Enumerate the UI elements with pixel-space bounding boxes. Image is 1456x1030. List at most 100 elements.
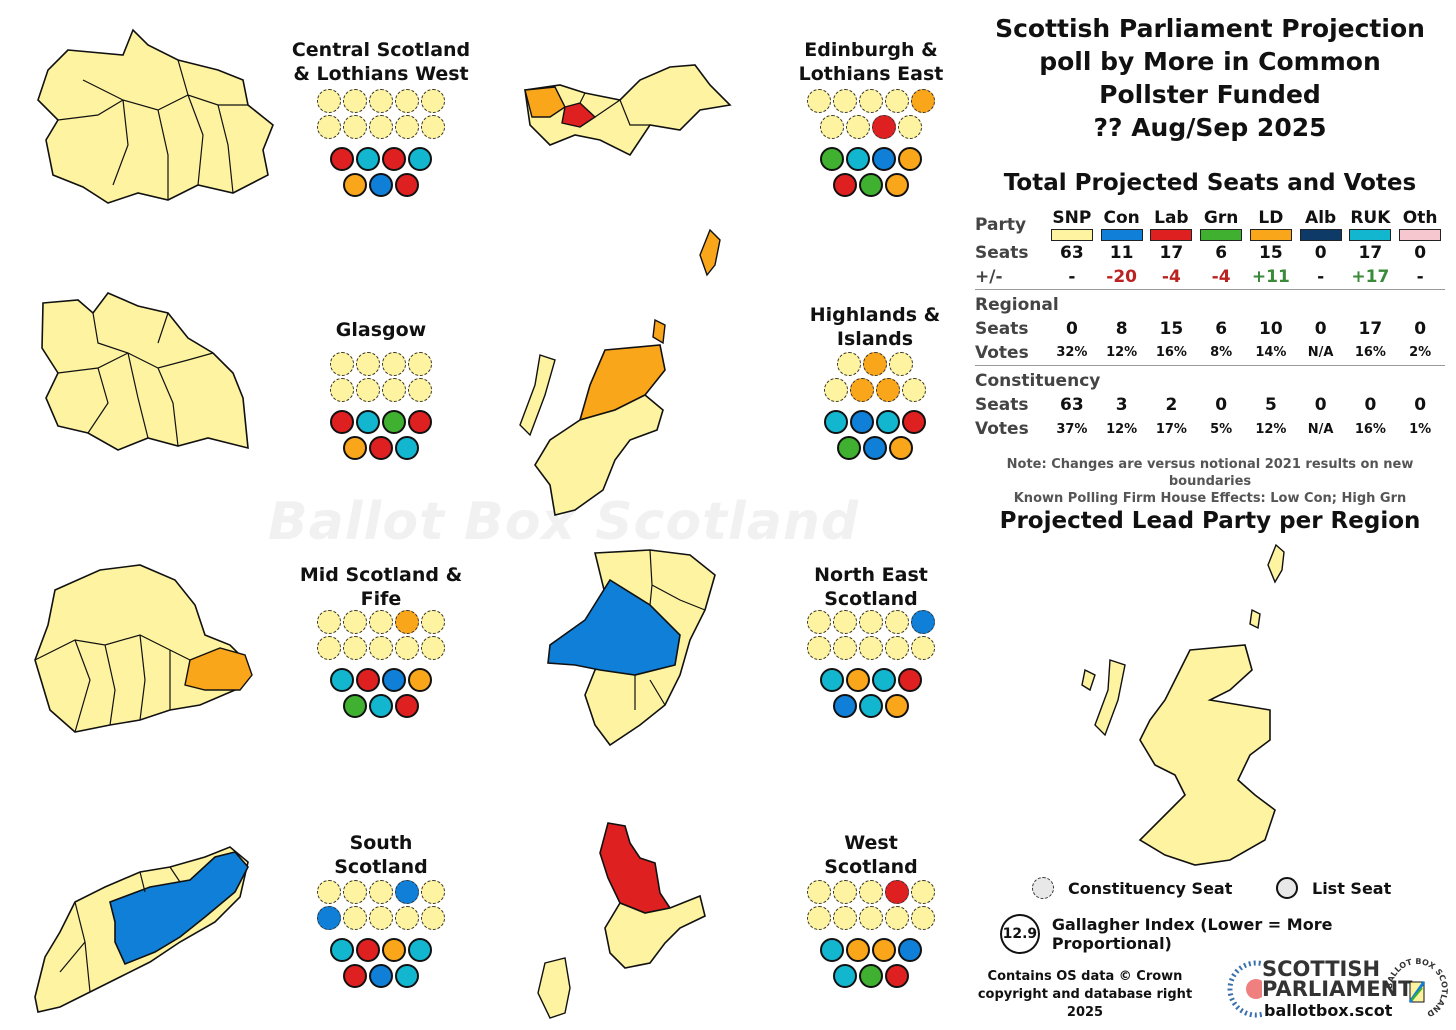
list-seat-con [382, 668, 406, 692]
list-seat-ld [885, 694, 909, 718]
region-title-highlands: Highlands & Islands [809, 304, 941, 350]
constituency-seat-snp [824, 378, 848, 402]
constituency-seat-snp [369, 880, 393, 904]
constituency-seat-snp [885, 89, 909, 113]
party-col: Con [1097, 208, 1147, 241]
constituency-seat-snp [343, 906, 367, 930]
swatch-lab [1150, 229, 1193, 241]
total-seats-row: Seats 63 11 17 6 15 0 17 0 [975, 241, 1445, 265]
legend-list: List Seat [1276, 877, 1391, 899]
map-scotland-lead-party[interactable] [1080, 540, 1290, 870]
list-seat-ld [343, 173, 367, 197]
list-seat-con [872, 147, 896, 171]
regional-seats-cell: 6 [1215, 319, 1228, 339]
constituency-seat-snp [317, 610, 341, 634]
map-south-scotland[interactable] [30, 842, 252, 1022]
party-col: Grn [1196, 208, 1246, 241]
list-seat-grn [859, 173, 883, 197]
constituency-seat-snp [421, 89, 445, 113]
regional-votes-cell: 16% [1354, 345, 1386, 361]
constituency-seat-snp [833, 610, 857, 634]
lead-party-title: Projected Lead Party per Region [999, 508, 1421, 534]
regional-votes-cell: 32% [1056, 345, 1088, 361]
constituency-seat-con [395, 880, 419, 904]
list-seat-grn [820, 147, 844, 171]
list-seat-con [863, 436, 887, 460]
list-seat-con [850, 410, 874, 434]
os-credit: Contains OS data © Crown copyright and da… [977, 969, 1193, 1020]
list-seat-ruk [824, 410, 848, 434]
gallagher-label: Gallagher Index (Lower = More Proportion… [1051, 915, 1333, 953]
swatch-ld [1249, 229, 1292, 241]
logo-website: ballotbox.scot [1264, 1001, 1393, 1020]
list-seat-ruk [395, 964, 419, 988]
regional-seats-cell: 8 [1115, 319, 1128, 339]
const-votes-cell: 37% [1056, 421, 1088, 437]
list-seat-ld [846, 668, 870, 692]
change-cell: - [1317, 266, 1325, 287]
constituency-seat-lab [872, 115, 896, 139]
list-seat-ruk [820, 938, 844, 962]
ballotbox-logo[interactable]: SCOTTISH PARLIAMENT ballotbox.scot BALLO… [1222, 954, 1452, 1024]
map-mid-scotland-fife[interactable] [30, 560, 255, 735]
map-north-east-scotland[interactable] [540, 545, 720, 750]
list-seat-lab [343, 964, 367, 988]
constituency-seat-snp [369, 610, 393, 634]
constituency-seat-ld [863, 352, 887, 376]
parliament-logo-icon [1227, 960, 1262, 1018]
region-title-west: West Scotland [824, 832, 918, 878]
constituency-seat-snp [356, 378, 380, 402]
constituency-seat-snp [330, 352, 354, 376]
change-row: +/- - -20 -4 -4 +11- +17- [975, 265, 1445, 289]
constituency-seat-snp [833, 906, 857, 930]
constituency-seat-snp [846, 115, 870, 139]
list-seat-icon [1276, 877, 1298, 899]
list-seat-con [833, 694, 857, 718]
regional-votes-cell: 14% [1255, 345, 1287, 361]
constituency-seat-snp [421, 610, 445, 634]
constituency-seat-snp [395, 906, 419, 930]
map-edinburgh-lothians-east[interactable] [520, 55, 735, 160]
list-seat-ruk [846, 147, 870, 171]
constituency-seat-snp [382, 352, 406, 376]
constituency-seat-snp [343, 115, 367, 139]
map-west-scotland[interactable] [530, 818, 710, 1023]
change-cell: +17 [1351, 266, 1390, 287]
seat-grid-highlands [810, 352, 940, 462]
swatch-grn [1200, 229, 1243, 241]
legend-constituency: Constituency Seat [1032, 877, 1232, 899]
constituency-seat-snp [369, 906, 393, 930]
map-central-scotland-lothians-west[interactable] [28, 25, 278, 210]
list-seat-lab [833, 173, 857, 197]
list-seat-ld [343, 436, 367, 460]
constituency-seat-snp [343, 610, 367, 634]
list-seat-grn [343, 694, 367, 718]
constituency-seat-snp [859, 636, 883, 660]
list-seat-grn [859, 964, 883, 988]
constituency-seat-snp [807, 610, 831, 634]
constituency-seat-snp [421, 906, 445, 930]
regional-seats-cell: 15 [1159, 319, 1184, 339]
constituency-seat-snp [343, 880, 367, 904]
constituency-seat-snp [408, 352, 432, 376]
seat-grid-mid-scotland [316, 610, 446, 720]
total-seats-cell: 6 [1215, 243, 1228, 263]
party-header-row: Party SNP Con Lab Grn LD Alb RUK Oth [975, 208, 1445, 241]
total-seats-cell: 15 [1259, 243, 1283, 263]
constituency-seat-snp [902, 378, 926, 402]
constituency-seat-con [317, 906, 341, 930]
list-seat-ld [846, 938, 870, 962]
constituency-seat-ld [395, 610, 419, 634]
logo-line-2: PARLIAMENT [1262, 977, 1413, 1001]
constituency-seat-snp [833, 89, 857, 113]
constituency-seat-icon [1032, 877, 1054, 899]
map-highlands-islands[interactable] [495, 225, 735, 520]
totals-title: Total Projected Seats and Votes [1003, 170, 1417, 196]
map-glasgow[interactable] [38, 288, 253, 458]
list-seat-lab [356, 938, 380, 962]
list-seat-lab [395, 694, 419, 718]
constituency-seat-snp [885, 636, 909, 660]
list-seat-ld [885, 173, 909, 197]
constituency-seat-snp [317, 115, 341, 139]
constituency-seat-snp [807, 89, 831, 113]
